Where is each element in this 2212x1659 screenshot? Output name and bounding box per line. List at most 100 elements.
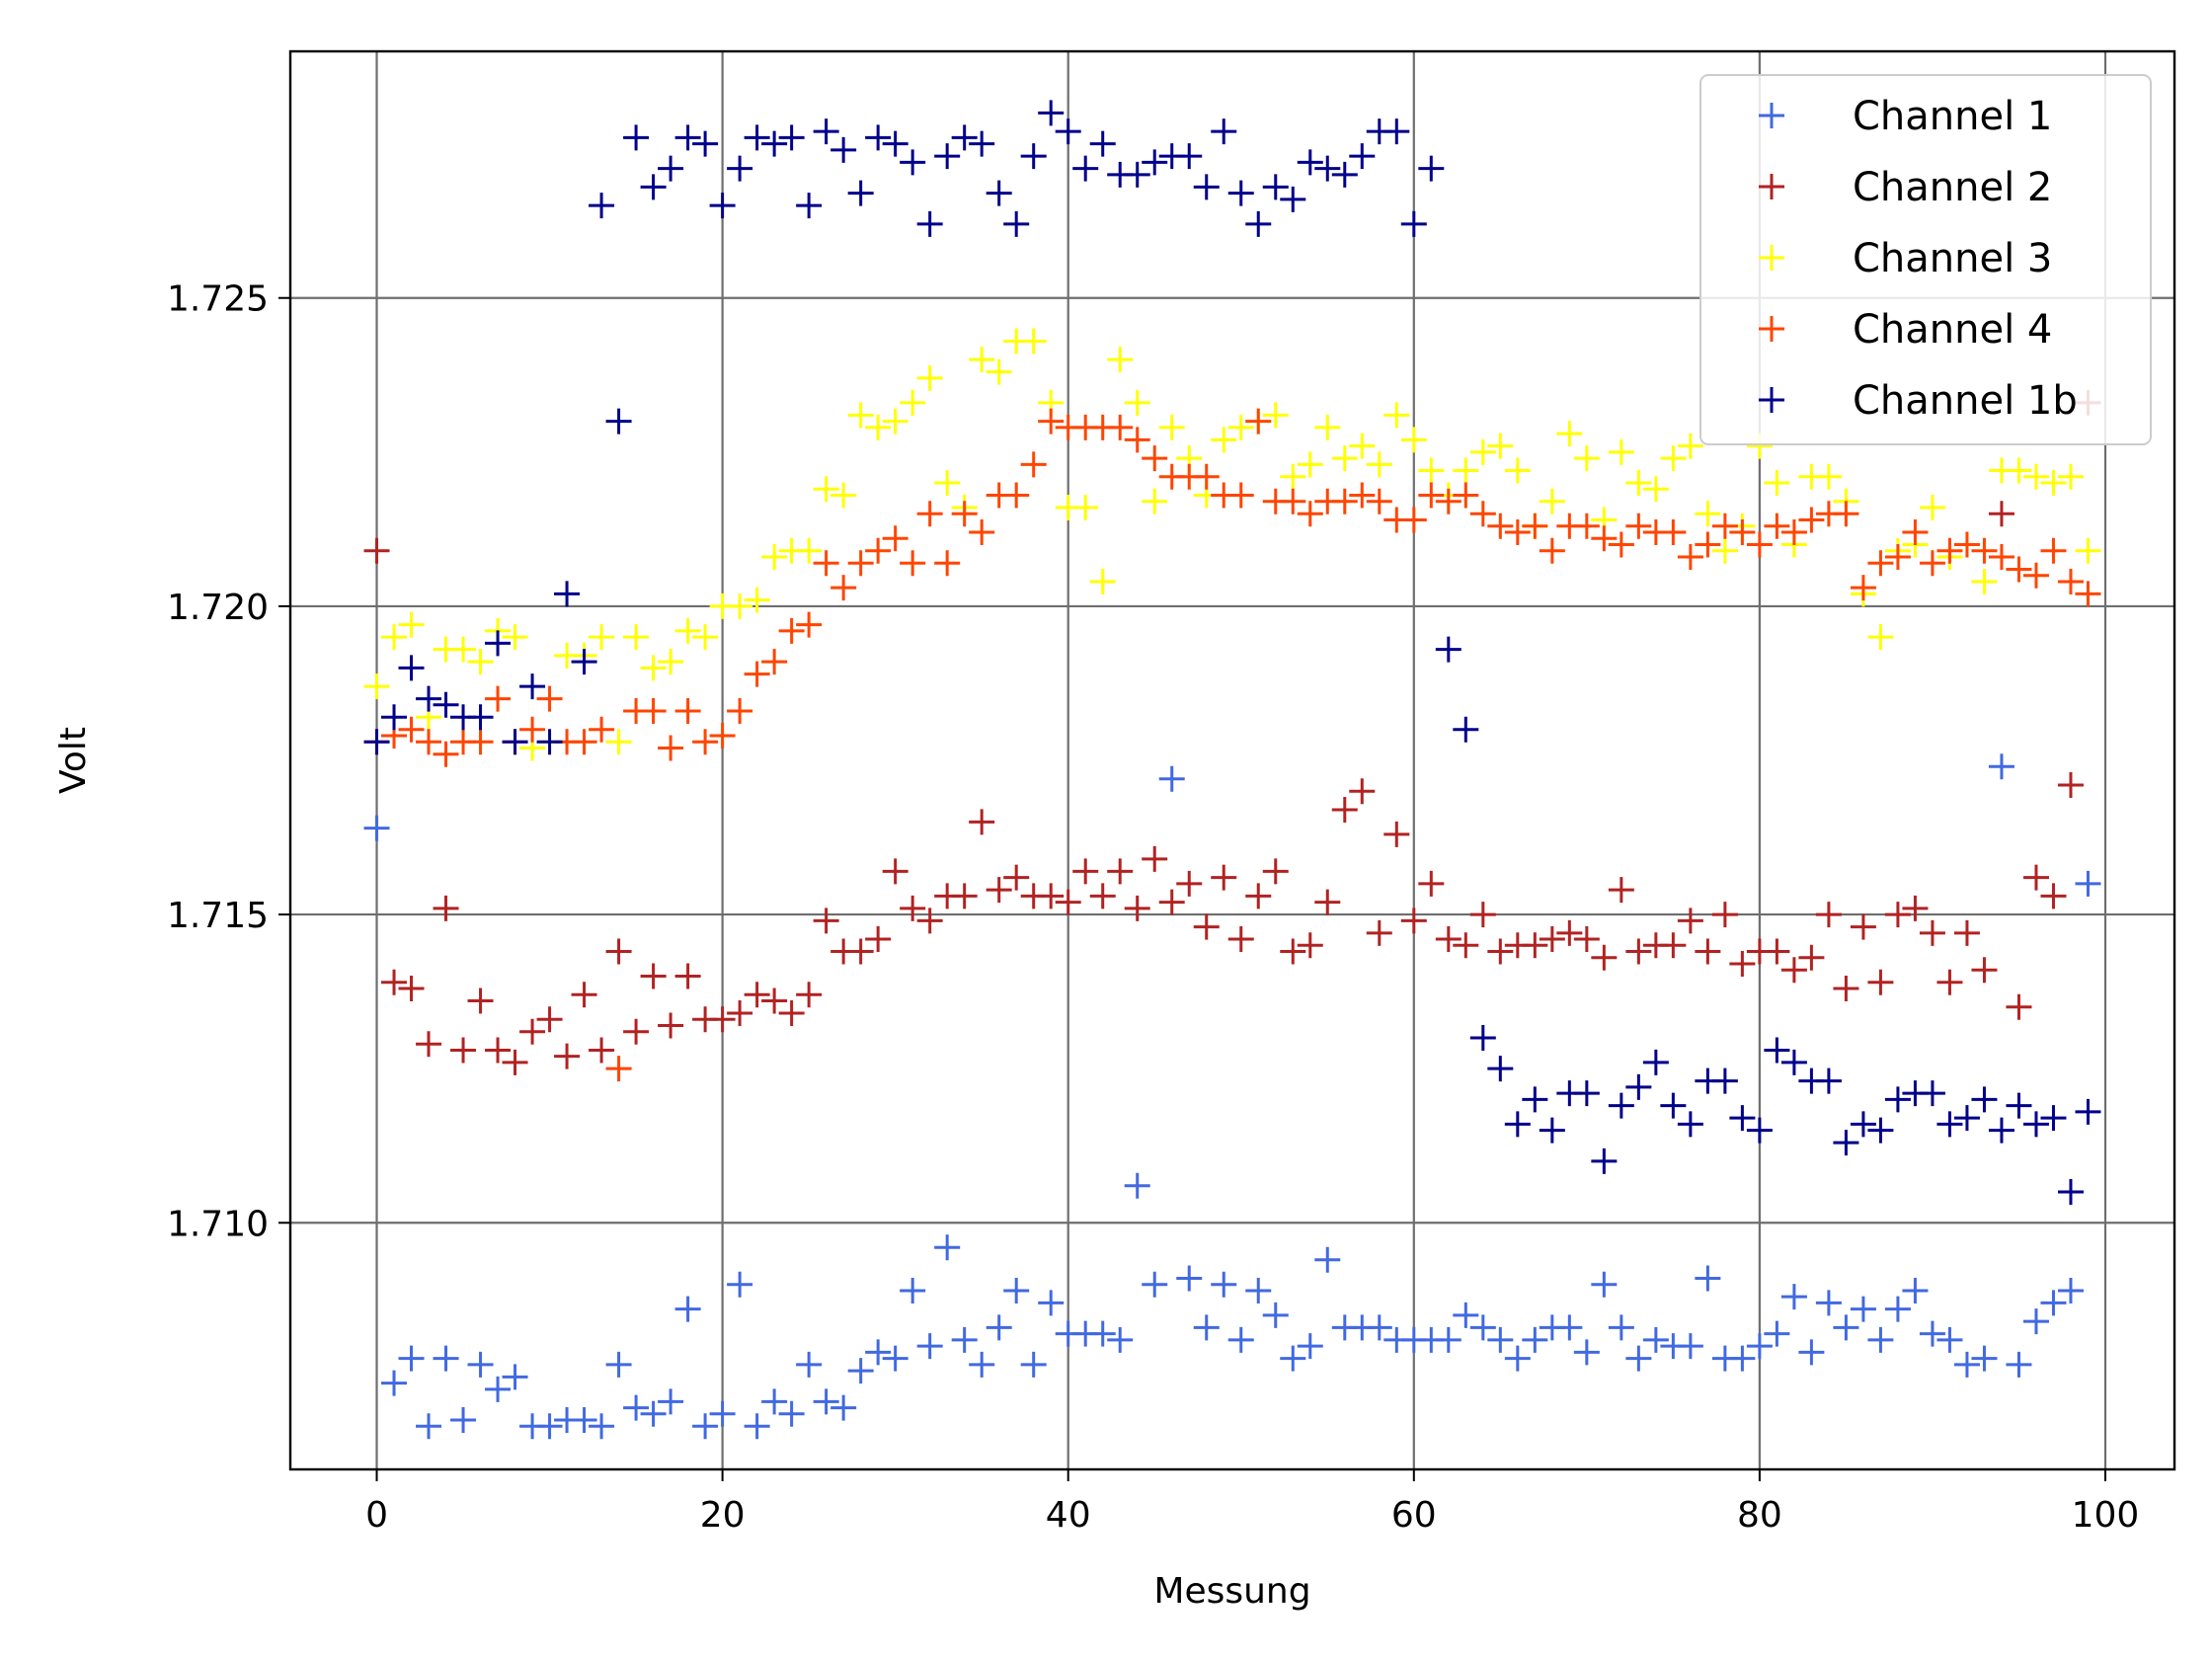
data-point (571, 1407, 597, 1434)
data-point (1107, 858, 1134, 885)
data-point (1400, 908, 1427, 934)
data-point (1504, 457, 1531, 484)
y-tick-label: 1.720 (167, 588, 269, 628)
data-point (1055, 889, 1081, 915)
data-point (1280, 463, 1306, 490)
data-point (916, 1333, 943, 1360)
data-point (1625, 513, 1652, 539)
data-point (1539, 488, 1565, 514)
data-point (813, 118, 839, 145)
data-point (363, 673, 390, 700)
data-point (1953, 919, 1980, 946)
data-point (1695, 531, 1721, 558)
data-point (416, 1413, 442, 1440)
data-point (1366, 1314, 1392, 1341)
x-tick-label: 100 (2072, 1495, 2140, 1536)
data-point (1193, 174, 1220, 200)
data-point (1107, 414, 1134, 440)
data-point (2006, 993, 2032, 1020)
data-point (1833, 976, 1859, 1002)
data-point (1142, 445, 1168, 472)
data-point (2040, 1105, 2067, 1132)
data-point (1487, 433, 1514, 459)
data-point (882, 1345, 908, 1372)
data-point (1038, 408, 1065, 434)
data-point (2057, 1179, 2084, 1206)
data-point (2022, 1308, 2049, 1335)
data-point (589, 1413, 615, 1440)
data-point (847, 550, 874, 577)
data-point (467, 1351, 494, 1378)
data-point (2006, 1351, 2032, 1378)
data-point (1522, 1326, 1548, 1353)
data-point (916, 210, 943, 237)
data-point (1780, 518, 1807, 545)
data-point (1573, 1339, 1600, 1366)
data-point (1487, 1056, 1514, 1082)
data-point (1089, 883, 1116, 909)
data-point (1453, 716, 1479, 743)
data-point (1815, 902, 1842, 928)
data-point (847, 938, 874, 965)
data-point (1573, 513, 1600, 539)
data-point (674, 124, 701, 151)
data-point (1297, 451, 1323, 478)
data-point (1953, 531, 1980, 558)
data-point (467, 704, 494, 731)
data-point (1625, 470, 1652, 497)
data-point (1833, 501, 1859, 527)
data-point (658, 735, 684, 761)
data-point (450, 1407, 477, 1434)
data-point (1227, 414, 1254, 440)
data-point (1314, 155, 1341, 182)
legend-label: Channel 3 (1853, 236, 2052, 281)
data-point (692, 729, 719, 755)
data-point (467, 988, 494, 1014)
data-point (1729, 518, 1756, 545)
data-point (1038, 883, 1065, 909)
series-channel-1 (363, 753, 2101, 1440)
data-point (450, 1037, 477, 1064)
data-point (1297, 932, 1323, 959)
data-point (1539, 1117, 1565, 1144)
data-point (1003, 210, 1030, 237)
data-point (1764, 938, 1790, 965)
series-channel-4 (363, 408, 2101, 1082)
data-point (623, 624, 650, 651)
data-point (2075, 1098, 2101, 1125)
legend-label: Channel 1b (1853, 378, 2078, 424)
data-point (1003, 864, 1030, 891)
data-point (363, 729, 390, 755)
x-axis-ticks: 0 20 40 60 80 100 (365, 1469, 2139, 1536)
data-point (640, 698, 667, 725)
data-point (1142, 1271, 1168, 1298)
data-point (2022, 463, 2049, 490)
data-point (623, 124, 650, 151)
data-point (1435, 926, 1462, 953)
axes-frame (288, 49, 2176, 1471)
data-point (1193, 463, 1220, 490)
legend-label: Channel 4 (1853, 307, 2052, 353)
data-point (813, 1388, 839, 1415)
data-point (1764, 470, 1790, 497)
data-point (1867, 1326, 1894, 1353)
data-point (1314, 414, 1341, 440)
data-point (433, 895, 459, 921)
data-point (2075, 537, 2101, 564)
data-point (433, 741, 459, 767)
data-point (1193, 1314, 1220, 1341)
data-point (900, 1277, 926, 1304)
data-point (1089, 1320, 1116, 1347)
data-point (1297, 501, 1323, 527)
data-point (1660, 932, 1687, 959)
y-axis-label: Volt (53, 727, 94, 794)
data-point (536, 1413, 563, 1440)
data-point (1245, 883, 1272, 909)
data-point (554, 1043, 581, 1069)
data-point (1400, 507, 1427, 533)
data-point (1608, 438, 1634, 465)
data-point (398, 716, 425, 743)
data-point (1660, 1092, 1687, 1119)
data-point (830, 1394, 857, 1421)
data-point (519, 1018, 546, 1045)
